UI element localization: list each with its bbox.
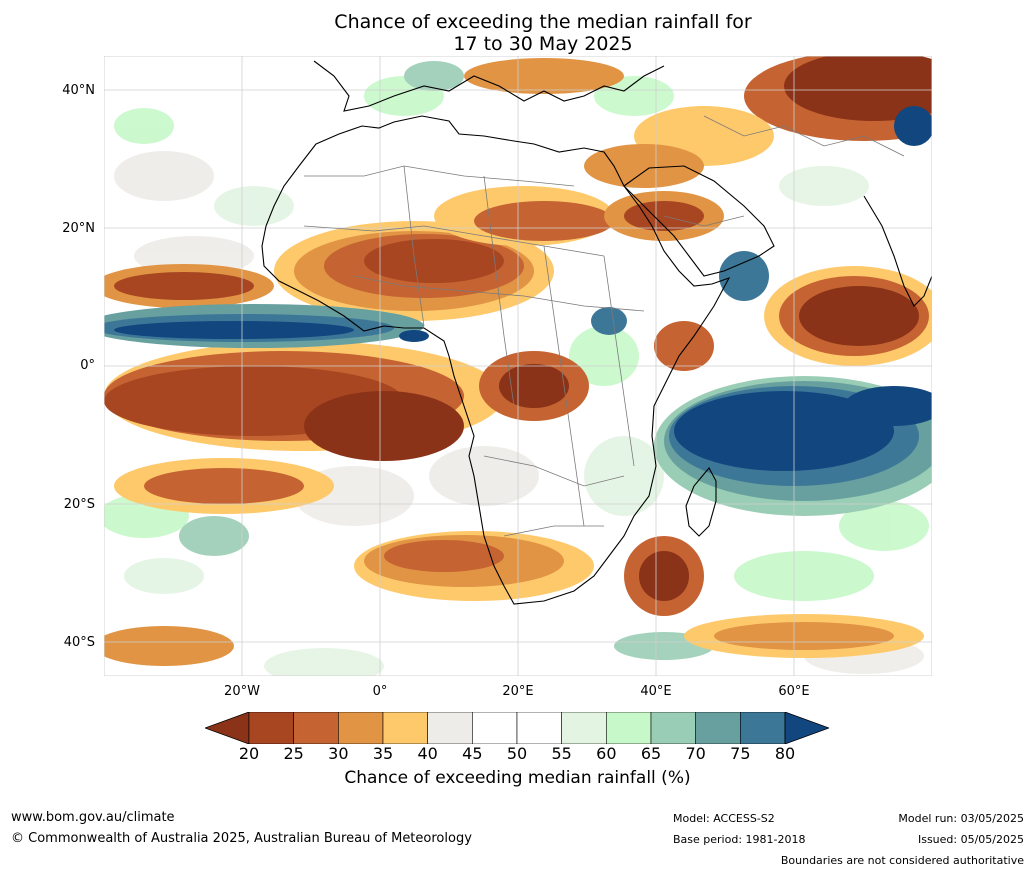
africa-coastline	[261, 115, 731, 605]
europe-coastline	[313, 60, 665, 112]
legend-swatch	[293, 712, 339, 744]
lon-label-20w: 20°W	[224, 684, 260, 699]
legend-swatch	[650, 712, 696, 744]
chart-title-line2: 17 to 30 May 2025	[453, 33, 633, 55]
lat-label-40n: 40°N	[62, 83, 95, 98]
base-period: Base period: 1981-2018	[673, 833, 806, 846]
legend-tick-label: 70	[685, 744, 706, 763]
madagascar-coastline	[685, 467, 717, 537]
lon-label-0: 0°	[372, 684, 388, 699]
legend-tick-label: 50	[506, 744, 528, 763]
lat-label-40s: 40°S	[63, 635, 95, 650]
legend-tick-label: 75	[730, 744, 751, 763]
chart-title-line1: Chance of exceeding the median rainfall …	[334, 11, 752, 33]
dry-anomalies	[104, 56, 932, 666]
legend-swatch	[338, 712, 384, 744]
legend-swatch	[695, 712, 741, 744]
legend-colorbar	[205, 712, 829, 744]
arabia-coastline	[623, 165, 775, 277]
legend-tick-label: 60	[596, 744, 617, 763]
india-coastline	[863, 195, 932, 307]
background-anomaly-patches	[104, 61, 929, 676]
copyright-text: © Commonwealth of Australia 2025, Austra…	[11, 831, 472, 846]
legend-swatch	[472, 712, 518, 744]
legend-tick-label: 45	[462, 744, 483, 763]
lon-label-40e: 40°E	[640, 684, 672, 699]
legend-swatch	[382, 712, 428, 744]
website-link[interactable]: www.bom.gov.au/climate	[11, 810, 175, 825]
legend-swatch	[516, 712, 562, 744]
legend-swatch	[740, 712, 786, 744]
rainfall-map	[104, 56, 932, 676]
legend-swatch	[561, 712, 607, 744]
lat-label-0: 0°	[80, 358, 95, 373]
legend-swatch	[427, 712, 473, 744]
lat-label-20s: 20°S	[63, 497, 95, 512]
model-name: Model: ACCESS-S2	[673, 812, 775, 825]
legend-arrow-high	[784, 712, 829, 744]
legend-tick-label: 40	[417, 744, 438, 763]
issued-date: Issued: 05/05/2025	[917, 833, 1024, 846]
boundaries-disclaimer: Boundaries are not considered authoritat…	[780, 854, 1024, 867]
lon-label-20e: 20°E	[502, 684, 534, 699]
legend-swatch	[606, 712, 652, 744]
legend-tick-label: 30	[328, 744, 349, 763]
legend-tick-label: 65	[640, 744, 662, 763]
legend-tick-label: 20	[238, 744, 260, 763]
legend-title: Chance of exceeding median rainfall (%)	[344, 768, 691, 788]
legend-arrow-low	[205, 712, 250, 744]
legend-tick-label: 55	[551, 744, 572, 763]
legend-tick-label: 35	[372, 744, 394, 763]
legend-tick-label: 80	[774, 744, 796, 763]
country-borders	[303, 115, 905, 537]
legend-tick-label: 25	[283, 744, 304, 763]
legend-swatch	[248, 712, 294, 744]
lat-label-20n: 20°N	[62, 221, 95, 236]
model-run-date: Model run: 03/05/2025	[898, 812, 1024, 825]
lon-label-60e: 60°E	[778, 684, 810, 699]
graticule	[104, 56, 932, 676]
